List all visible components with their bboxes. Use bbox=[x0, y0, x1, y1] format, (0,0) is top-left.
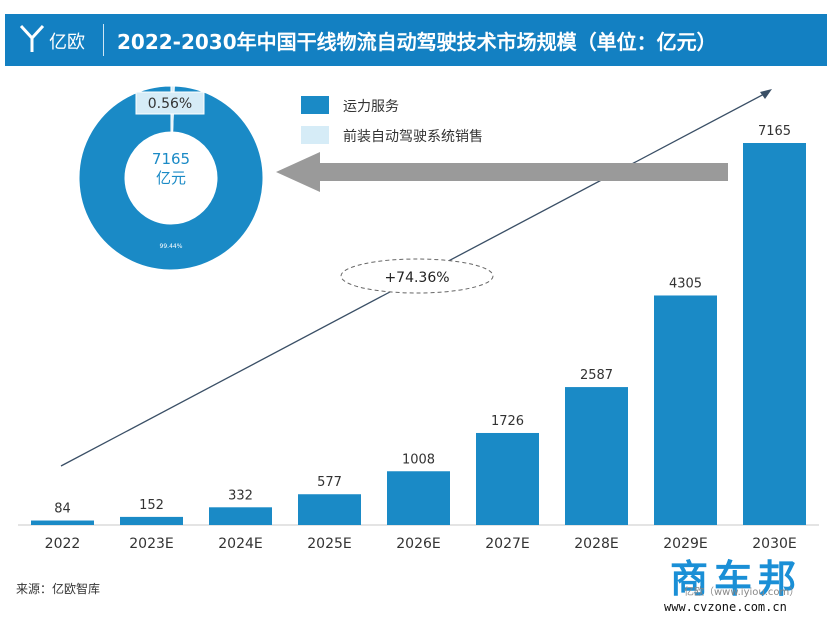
data-label-2022: 84 bbox=[54, 502, 71, 517]
data-label-2029E: 4305 bbox=[669, 276, 702, 291]
chart-title: 2022-2030年中国干线物流自动驾驶技术市场规模（单位：亿元） bbox=[117, 30, 717, 54]
bar-2026E bbox=[387, 471, 450, 525]
data-label-2030E: 7165 bbox=[758, 124, 791, 139]
header-bar: 亿欧 2022-2030年中国干线物流自动驾驶技术市场规模（单位：亿元） bbox=[5, 14, 827, 66]
watermark: 商车邦 亿欧（www.iyiou.com） www.cvzone.com.cn bbox=[640, 548, 830, 620]
x-tick-label-2026E: 2026E bbox=[396, 536, 440, 552]
x-tick-label-2023E: 2023E bbox=[129, 536, 173, 552]
donut-slice-label-transport-service: 99.44% bbox=[160, 243, 183, 250]
data-label-2024E: 332 bbox=[228, 488, 253, 503]
x-tick-label-2025E: 2025E bbox=[307, 536, 351, 552]
data-label-2026E: 1008 bbox=[402, 452, 435, 467]
header-divider bbox=[103, 24, 104, 56]
trend-arrow-head bbox=[760, 89, 772, 99]
x-tick-label-2027E: 2027E bbox=[485, 536, 529, 552]
watermark-note: 亿欧（www.iyiou.com） bbox=[684, 587, 800, 598]
legend-swatch bbox=[301, 96, 329, 114]
watermark-url: www.cvzone.com.cn bbox=[664, 600, 787, 614]
bar-2024E bbox=[209, 507, 272, 525]
watermark-brand: 商车邦 bbox=[670, 557, 803, 601]
bar-2027E bbox=[476, 432, 539, 525]
donut-center-value: 7165 bbox=[152, 150, 190, 168]
donut-small-label-box bbox=[135, 91, 205, 115]
legend-label: 运力服务 bbox=[343, 99, 399, 115]
bar-2023E bbox=[120, 516, 183, 525]
bar-2030E bbox=[743, 143, 806, 525]
data-label-2023E: 152 bbox=[139, 498, 164, 513]
brand-logo-icon bbox=[19, 24, 45, 52]
brand-name: 亿欧 bbox=[49, 32, 85, 53]
data-label-2025E: 577 bbox=[317, 475, 342, 490]
donut-center-unit: 亿元 bbox=[156, 169, 186, 187]
bar-2025E bbox=[298, 494, 361, 525]
data-label-2027E: 1726 bbox=[491, 414, 524, 429]
data-label-2028E: 2587 bbox=[580, 368, 613, 383]
bar-2029E bbox=[654, 295, 717, 525]
legend-swatch bbox=[301, 126, 329, 144]
x-tick-label-2022: 2022 bbox=[45, 536, 81, 552]
donut-slice-transport-service bbox=[78, 85, 264, 271]
x-tick-label-2030E: 2030E bbox=[752, 536, 796, 552]
legend-label: 前装自动驾驶系统销售 bbox=[343, 129, 483, 145]
pointer-arrow bbox=[276, 152, 728, 192]
x-tick-label-2024E: 2024E bbox=[218, 536, 262, 552]
bar-2028E bbox=[565, 387, 628, 525]
source-note: 来源：亿欧智库 bbox=[16, 582, 101, 596]
bar-2022 bbox=[31, 520, 94, 525]
brand-logo: 亿欧 bbox=[19, 22, 99, 58]
cagr-label: +74.36% bbox=[384, 270, 449, 286]
x-tick-label-2028E: 2028E bbox=[574, 536, 618, 552]
donut-slice-label-system-sales: 0.56% bbox=[148, 96, 192, 112]
x-tick-label-2029E: 2029E bbox=[663, 536, 707, 552]
cagr-ellipse bbox=[340, 258, 494, 294]
